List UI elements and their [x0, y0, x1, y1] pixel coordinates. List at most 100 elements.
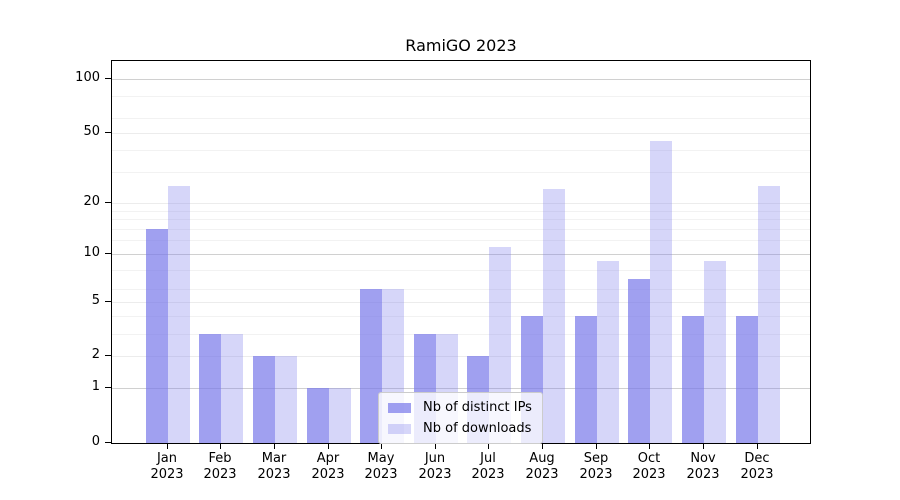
x-tick-mark-sep: [596, 444, 597, 449]
y-tick-label-5: 5: [91, 293, 100, 308]
bar-ips-may: [360, 289, 382, 443]
y-gridline-minor-6: [112, 289, 810, 290]
x-tick-label-feb: Feb 2023: [192, 451, 248, 483]
y-tick-label-50: 50: [83, 124, 100, 139]
bar-ips-mar: [253, 356, 275, 443]
x-tick-year: 2023: [632, 467, 666, 482]
x-tick-mark-oct: [649, 444, 650, 449]
x-tick-label-jan: Jan 2023: [139, 451, 195, 483]
x-tick-mark-jan: [167, 444, 168, 449]
chart-title: RamiGO 2023: [405, 36, 517, 55]
bar-downloads-oct: [650, 141, 672, 443]
y-gridline-minor-3: [112, 334, 810, 335]
bar-downloads-feb: [221, 334, 243, 443]
y-tick-mark-10: [105, 253, 111, 254]
x-tick-month: Jan: [156, 451, 178, 466]
x-tick-month: Jul: [480, 451, 496, 466]
x-tick-year: 2023: [740, 467, 774, 482]
y-tick-mark-2: [105, 355, 111, 356]
x-tick-label-aug: Aug 2023: [514, 451, 570, 483]
y-gridline-10: [112, 254, 810, 255]
y-tick-mark-20: [105, 202, 111, 203]
bar-ips-dec: [736, 316, 758, 443]
y-gridline-5: [112, 302, 810, 303]
legend-row-distinct-ips: Nb of distinct IPs: [388, 399, 532, 416]
x-tick-year: 2023: [418, 467, 452, 482]
x-tick-mark-mar: [274, 444, 275, 449]
y-tick-label-1: 1: [91, 379, 100, 394]
x-tick-label-sep: Sep 2023: [568, 451, 624, 483]
legend-label-downloads: Nb of downloads: [423, 421, 532, 436]
bar-downloads-dec: [758, 186, 780, 443]
x-tick-label-mar: Mar 2023: [246, 451, 302, 483]
x-tick-year: 2023: [364, 467, 398, 482]
bar-downloads-jan: [168, 186, 190, 443]
x-tick-label-oct: Oct 2023: [621, 451, 677, 483]
y-gridline-minor-40: [112, 150, 810, 151]
bar-downloads-mar: [275, 356, 297, 443]
bar-downloads-apr: [329, 388, 351, 443]
y-tick-label-20: 20: [83, 194, 100, 209]
x-tick-mark-dec: [757, 444, 758, 449]
y-tick-label-2: 2: [91, 347, 100, 362]
y-gridline-minor-80: [112, 96, 810, 97]
y-gridline-minor-8: [112, 270, 810, 271]
x-tick-month: Feb: [208, 451, 232, 466]
legend-row-downloads: Nb of downloads: [388, 420, 532, 437]
bar-ips-jan: [146, 229, 168, 443]
x-tick-year: 2023: [686, 467, 720, 482]
bar-ips-oct: [628, 279, 650, 443]
x-tick-month: Dec: [744, 451, 770, 466]
x-tick-year: 2023: [311, 467, 345, 482]
y-gridline-minor-18: [112, 211, 810, 212]
legend-swatch-downloads: [388, 423, 411, 434]
y-tick-mark-0: [105, 442, 111, 443]
bar-ips-nov: [682, 316, 704, 443]
x-tick-year: 2023: [150, 467, 184, 482]
x-tick-month: Apr: [316, 451, 340, 466]
plot-area: Nb of distinct IPs Nb of downloads: [111, 60, 811, 444]
x-tick-month: Sep: [583, 451, 609, 466]
y-tick-label-0: 0: [91, 434, 100, 449]
y-gridline-minor-14: [112, 229, 810, 230]
y-tick-mark-50: [105, 132, 111, 133]
x-tick-month: Jun: [424, 451, 446, 466]
legend: Nb of distinct IPs Nb of downloads: [378, 392, 543, 444]
y-gridline-2: [112, 356, 810, 357]
x-tick-month: Aug: [529, 451, 555, 466]
x-tick-year: 2023: [471, 467, 505, 482]
bar-ips-feb: [199, 334, 221, 443]
x-tick-mark-jul: [488, 444, 489, 449]
x-tick-month: Mar: [261, 451, 287, 466]
x-tick-mark-may: [381, 444, 382, 449]
bar-ips-apr: [307, 388, 329, 443]
y-gridline-20: [112, 203, 810, 204]
x-tick-mark-nov: [703, 444, 704, 449]
x-tick-month: Oct: [637, 451, 661, 466]
legend-swatch-distinct-ips: [388, 402, 411, 413]
x-tick-month: Nov: [690, 451, 716, 466]
x-tick-label-apr: Apr 2023: [300, 451, 356, 483]
x-tick-mark-apr: [328, 444, 329, 449]
y-tick-mark-5: [105, 301, 111, 302]
x-tick-label-jun: Jun 2023: [407, 451, 463, 483]
bar-downloads-sep: [597, 261, 619, 443]
y-tick-label-100: 100: [75, 70, 100, 85]
x-tick-mark-aug: [542, 444, 543, 449]
y-tick-mark-100: [105, 78, 111, 79]
y-gridline-minor-60: [112, 118, 810, 119]
y-gridline-minor-30: [112, 172, 810, 173]
x-tick-year: 2023: [579, 467, 613, 482]
x-tick-label-may: May 2023: [353, 451, 409, 483]
y-gridline-minor-12: [112, 240, 810, 241]
y-gridline-100: [112, 79, 810, 80]
x-tick-mark-feb: [220, 444, 221, 449]
y-gridline-minor-4: [112, 316, 810, 317]
y-gridline-50: [112, 133, 810, 134]
y-tick-mark-1: [105, 387, 111, 388]
x-tick-month: May: [367, 451, 395, 466]
x-tick-year: 2023: [257, 467, 291, 482]
y-gridline-minor-16: [112, 219, 810, 220]
x-tick-label-jul: Jul 2023: [460, 451, 516, 483]
